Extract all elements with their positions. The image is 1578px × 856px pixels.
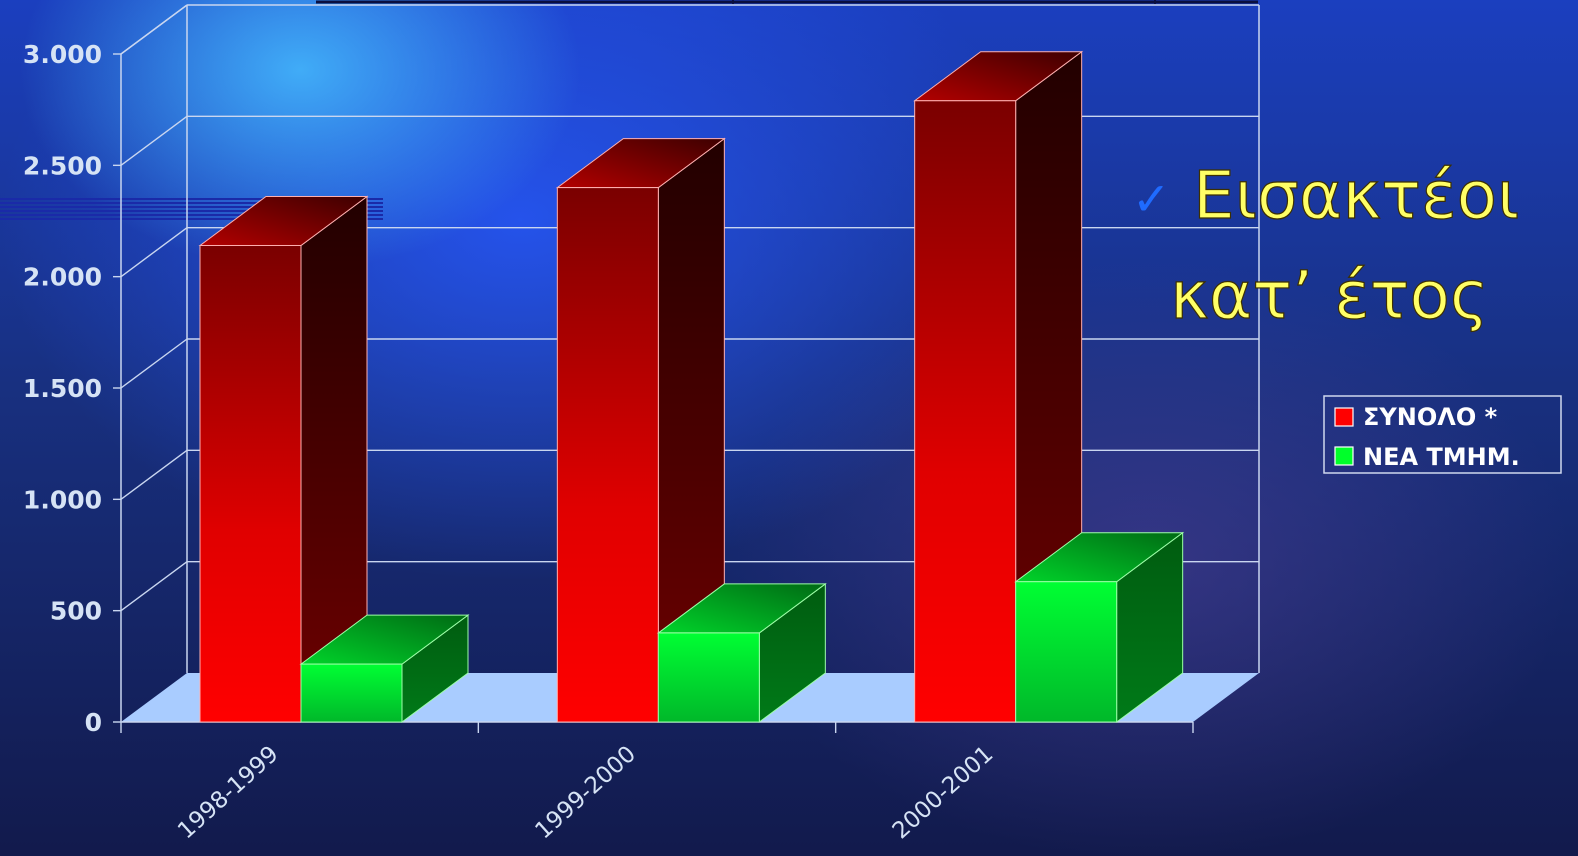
decor-stripes [0, 198, 383, 220]
top-table-rule [316, 0, 1258, 4]
x-category-label: 1998-1999 [173, 741, 284, 844]
bar-nea-tmim-1999-2000 [657, 632, 760, 723]
bar-synolo-1999-2000 [556, 187, 659, 723]
side-gridline [120, 449, 188, 500]
legend: ΣΥΝΟΛΟ * ΝΕΑ ΤΜΗΜ. [1323, 395, 1562, 474]
bar-synolo-1998-1999 [199, 244, 302, 723]
side-gridline [120, 561, 188, 612]
y-tick-label: 500 [50, 597, 102, 626]
bar-synolo-2000-2001 [914, 100, 1017, 723]
slide-title-line1: Εισακτέοι [1193, 157, 1519, 234]
side-gridline [120, 4, 188, 55]
title-block: ✓ Εισακτέοι κατ’ έτος [1132, 156, 1520, 334]
slide-title-line2: κατ’ έτος [1170, 257, 1489, 334]
legend-frame [1323, 395, 1562, 474]
y-tick-label: 2.000 [23, 263, 102, 292]
y-tick-label: 2.500 [23, 151, 102, 180]
y-tick-label: 3.000 [23, 40, 102, 69]
bar-nea-tmim-2000-2001 [1015, 581, 1118, 723]
y-tick-label: 1.000 [23, 485, 102, 514]
x-category-label: 2000-2001 [888, 741, 999, 844]
side-gridline [120, 338, 188, 389]
side-gridline [120, 115, 188, 166]
legend-swatch-nea-tmim [1334, 446, 1354, 466]
legend-swatch-synolo [1334, 407, 1354, 427]
bar-nea-tmim-1998-1999 [300, 663, 403, 723]
y-tick-label: 0 [85, 708, 102, 737]
x-category-label: 1999-2000 [530, 741, 641, 844]
y-tick-label: 1.500 [23, 374, 102, 403]
side-gridline [120, 227, 188, 278]
plot-area: 0 500 1.000 1.500 2.000 2.500 3.000 1998-1999 19… [23, 4, 1260, 844]
checkmark-icon: ✓ [1132, 172, 1171, 226]
legend-label-nea-tmim: ΝΕΑ ΤΜΗΜ. [1363, 443, 1520, 471]
legend-label-synolo: ΣΥΝΟΛΟ * [1363, 403, 1498, 431]
